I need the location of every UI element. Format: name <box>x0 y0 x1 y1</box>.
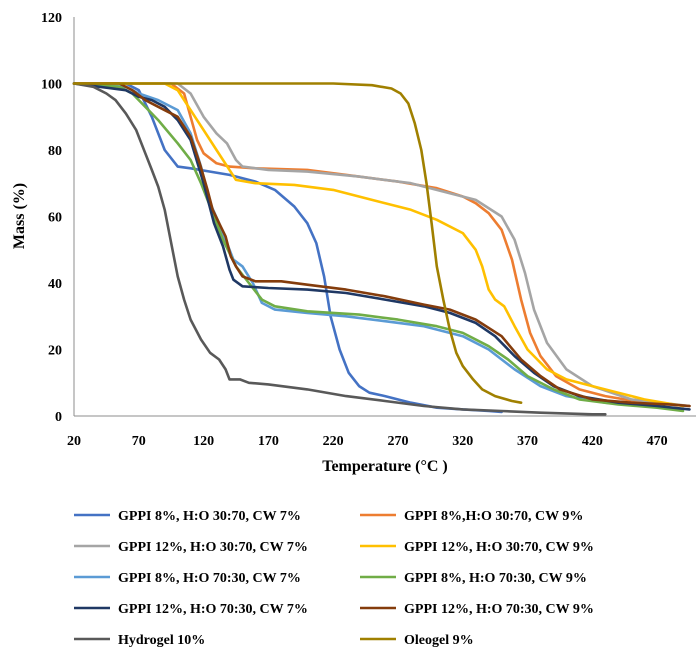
y-tick-label: 80 <box>48 144 62 159</box>
x-tick-label: 20 <box>67 434 81 449</box>
x-tick-label: 270 <box>387 434 408 449</box>
legend-label: GPPI 12%, H:O 70:30, CW 9% <box>404 602 594 617</box>
x-tick-label: 170 <box>258 434 279 449</box>
legend-label: GPPI 12%, H:O 30:70, CW 9% <box>404 540 594 555</box>
y-tick-label: 100 <box>41 78 62 93</box>
y-tick-label: 60 <box>48 211 62 226</box>
legend-label: Oleogel 9% <box>404 633 474 648</box>
series-lines <box>72 82 691 416</box>
series-line-4 <box>72 82 685 408</box>
legend-label: GPPI 8%, H:O 70:30, CW 9% <box>404 571 587 586</box>
y-tick-label: 0 <box>55 410 62 425</box>
legend-label: GPPI 12%, H:O 70:30, CW 7% <box>118 602 308 617</box>
x-tick-label: 120 <box>193 434 214 449</box>
series-line-5 <box>72 82 685 411</box>
legend: GPPI 8%, H:O 30:70, CW 7% GPPI 8%,H:O 30:… <box>74 509 594 648</box>
series-line-7 <box>72 82 691 411</box>
x-tick-label: 470 <box>647 434 668 449</box>
series-line-9 <box>72 82 607 416</box>
series-line-1 <box>72 82 503 414</box>
series-line-10 <box>72 82 523 404</box>
series-line-6 <box>72 82 685 413</box>
legend-label: Hydrogel 10% <box>118 633 205 648</box>
x-tick-label: 320 <box>452 434 473 449</box>
series-line-3 <box>72 82 691 408</box>
x-tick-label: 70 <box>132 434 146 449</box>
tick-labels: 0 20 40 60 80 100 120 20 70 120 170 220 270 320 370 420… <box>41 11 668 449</box>
y-tick-label: 40 <box>48 277 62 292</box>
x-tick-label: 220 <box>323 434 344 449</box>
legend-label: GPPI 8%, H:O 70:30, CW 7% <box>118 571 301 586</box>
series-line-2 <box>72 82 691 408</box>
x-tick-label: 370 <box>517 434 538 449</box>
y-tick-label: 20 <box>48 344 62 359</box>
legend-label: GPPI 12%, H:O 30:70, CW 7% <box>118 540 308 555</box>
x-axis-title: Temperature (°C ) <box>322 458 447 475</box>
legend-label: GPPI 8%, H:O 30:70, CW 7% <box>118 509 301 524</box>
y-tick-label: 120 <box>41 11 62 26</box>
legend-label: GPPI 8%,H:O 30:70, CW 9% <box>404 509 583 524</box>
y-axis-title: Mass (%) <box>11 183 28 249</box>
series-line-8 <box>72 82 691 408</box>
x-tick-label: 420 <box>582 434 603 449</box>
